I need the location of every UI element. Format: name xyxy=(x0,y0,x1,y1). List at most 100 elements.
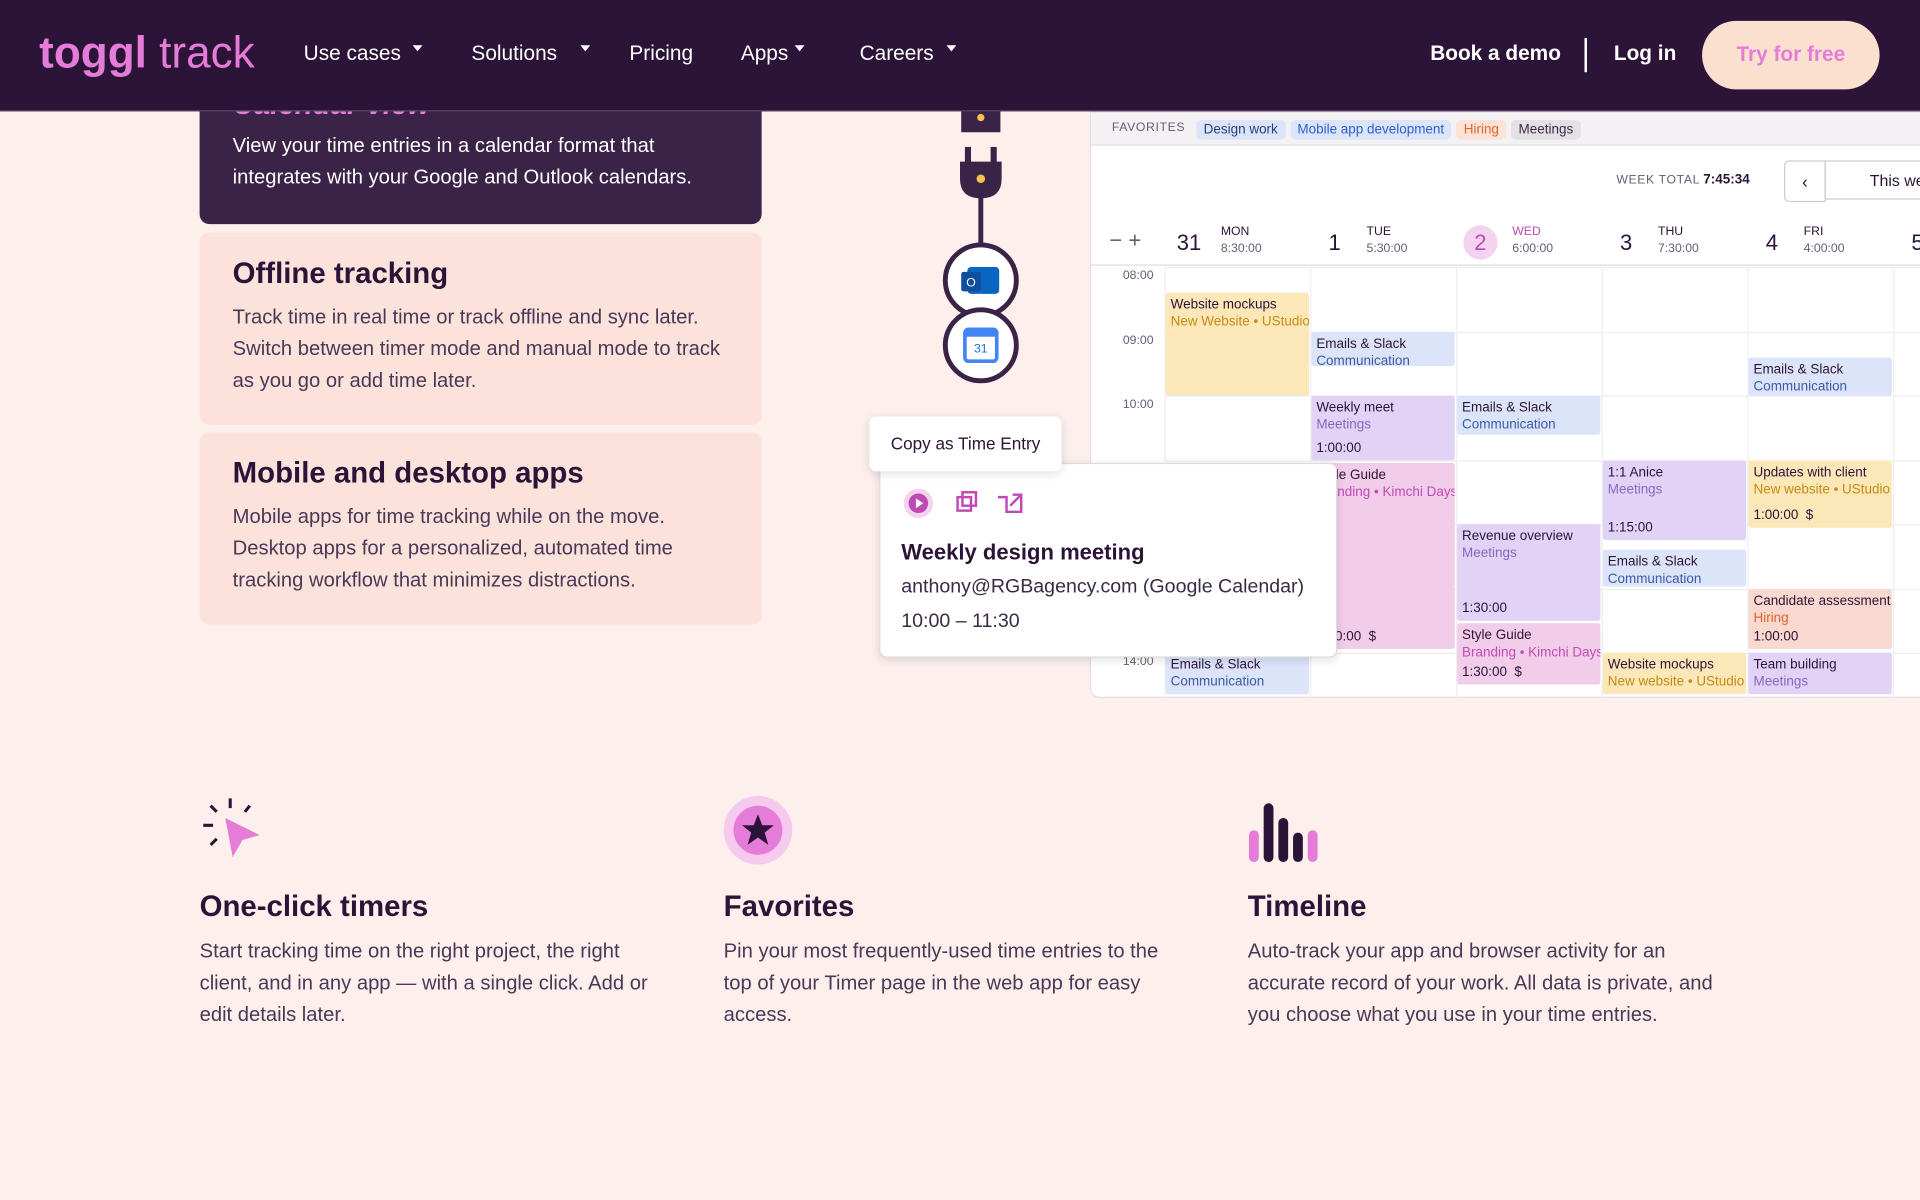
nav-link[interactable]: Apps xyxy=(740,41,789,65)
nav-link[interactable]: Solutions xyxy=(471,41,558,65)
highlight-title: Favorites xyxy=(723,890,855,924)
favorite-chip[interactable]: Design work xyxy=(1196,120,1286,140)
entry-project: Communication xyxy=(1170,674,1265,690)
time-entry[interactable]: Emails & Slack Communication xyxy=(1311,331,1455,367)
timeline-icon xyxy=(1248,803,1318,863)
day-number: 2 xyxy=(1463,225,1498,260)
entry-duration: 1:30:00 xyxy=(1462,600,1507,616)
favorites-icon xyxy=(723,795,793,865)
prev-week[interactable]: ‹ xyxy=(1784,160,1826,203)
login[interactable]: Log in xyxy=(1613,41,1677,65)
time-entry[interactable]: Emails & Slack Communication xyxy=(1748,356,1892,396)
time-entry[interactable]: Revenue overview Meetings 1:30:00 xyxy=(1457,524,1601,621)
week-button[interactable]: This week xyxy=(1824,160,1920,200)
time-entry[interactable]: Website mockups New Website • UStudio xyxy=(1165,292,1309,396)
billable-flag: $ xyxy=(1805,507,1814,523)
popup-time: 10:00 – 11:30 xyxy=(901,611,1020,632)
day-name: FRI xyxy=(1803,225,1824,239)
favorite-chip[interactable]: Meetings xyxy=(1511,120,1581,140)
highlight-text: Pin your most frequently-used time entri… xyxy=(723,940,1159,1027)
divider xyxy=(1584,37,1587,73)
feature-text: Track time in real time or track offline… xyxy=(232,306,721,392)
day-number: 31 xyxy=(1176,230,1202,255)
entry-title: Website mockups xyxy=(1607,657,1714,673)
hour-label: 09:00 xyxy=(1122,333,1154,348)
logo[interactable]: toggl track xyxy=(39,27,255,78)
feature-title: Offline tracking xyxy=(232,257,449,291)
entry-project: Hiring xyxy=(1753,610,1789,626)
popup-source: anthony@RGBagency.com (Google Calendar) xyxy=(901,576,1305,598)
favorites-label: FAVORITES xyxy=(1111,121,1186,135)
timer-icon xyxy=(203,798,260,858)
time-entry[interactable]: Style Guide Branding • Kimchi Days 1:30:00… xyxy=(1457,623,1601,685)
entry-title: Emails & Slack xyxy=(1607,554,1698,570)
entry-title: Revenue overview xyxy=(1462,528,1573,544)
entry-project: New Website • UStudio xyxy=(1170,314,1309,330)
feature-title: Mobile and desktop apps xyxy=(232,456,584,490)
dropdown-caret[interactable] xyxy=(946,45,957,56)
entry-duration: 1:00:00 xyxy=(1753,629,1799,645)
day-total: 5:30:00 xyxy=(1366,242,1408,256)
time-entry[interactable]: Website mockups New website • UStudio xyxy=(1602,652,1747,695)
nav-link[interactable]: Pricing xyxy=(629,41,694,65)
week-total-label: WEEK TOTAL xyxy=(1616,173,1701,188)
header-rule xyxy=(1091,264,1920,266)
time-entry[interactable]: Emails & Slack Communication xyxy=(1457,395,1601,435)
feature-card[interactable]: Offline tracking Track time in real time… xyxy=(199,232,762,425)
feature-card[interactable]: Mobile and desktop apps Mobile apps for … xyxy=(199,432,762,625)
entry-project: Communication xyxy=(1462,417,1556,433)
event-popup: Weekly design meeting anthony@RGBagency.… xyxy=(879,462,1338,658)
logo-word: toggl xyxy=(39,26,147,78)
time-entry[interactable]: 1:1 Anice Meetings 1:15:00 xyxy=(1602,459,1747,541)
day-rule xyxy=(1893,266,1895,697)
day-rule xyxy=(1455,266,1458,697)
day-number: 5 xyxy=(1900,225,1920,259)
entry-project: Meetings xyxy=(1462,546,1517,561)
zoom-controls[interactable]: − + xyxy=(1109,227,1142,253)
entry-project: Meetings xyxy=(1753,674,1809,690)
day-name: TUE xyxy=(1366,225,1392,239)
nav-bar: toggl track Use cases Solutions Pricing App… xyxy=(0,0,1920,112)
dropdown-caret[interactable] xyxy=(412,45,423,56)
cta-button[interactable]: Try for free xyxy=(1702,20,1880,90)
book-demo[interactable]: Book a demo xyxy=(1430,41,1561,65)
time-entry[interactable]: Emails & Slack Communication xyxy=(1165,652,1309,695)
popup-title: Weekly design meeting xyxy=(901,540,1145,565)
integrations-connector: O 31 xyxy=(942,107,1019,384)
day-total: 4:00:00 xyxy=(1803,242,1845,256)
hour-rule xyxy=(1164,331,1920,333)
entry-duration: 1:00:00 xyxy=(1753,507,1799,523)
entry-project: Communication xyxy=(1607,571,1702,587)
hour-label: 14:00 xyxy=(1122,655,1154,669)
entry-project: Communication xyxy=(1316,353,1410,367)
time-entry[interactable]: Team building Meetings xyxy=(1748,652,1892,695)
favorite-chip[interactable]: Mobile app development xyxy=(1290,120,1452,140)
day-name: THU xyxy=(1657,225,1684,239)
time-entry[interactable]: Candidate assessment Hiring 1:00:00 xyxy=(1748,588,1892,650)
time-entry[interactable]: Weekly meet Meetings 1:00:00 xyxy=(1311,395,1455,460)
entry-title: Candidate assessment xyxy=(1753,593,1891,608)
time-entry[interactable]: Updates with client New website • UStudio… xyxy=(1748,459,1892,528)
day-number: 1 xyxy=(1328,230,1341,255)
entry-title: Weekly meet xyxy=(1316,400,1394,416)
dropdown-caret[interactable] xyxy=(794,45,805,56)
svg-text:O: O xyxy=(966,276,976,290)
hour-label: 10:00 xyxy=(1122,397,1154,412)
nav-link[interactable]: Use cases xyxy=(303,41,401,65)
entry-title: Website mockups xyxy=(1170,297,1277,313)
hour-rule xyxy=(1164,266,1920,269)
day-total: 6:00:00 xyxy=(1512,242,1554,256)
hour-label: 08:00 xyxy=(1122,269,1154,283)
favorite-chip[interactable]: Hiring xyxy=(1456,120,1507,140)
nav-link[interactable]: Careers xyxy=(859,41,934,65)
entry-duration: 1:00:00 xyxy=(1316,440,1362,455)
day-name: MON xyxy=(1220,225,1250,239)
day-number: 3 xyxy=(1619,230,1633,255)
time-entry[interactable]: Emails & Slack Communication xyxy=(1602,549,1747,588)
entry-duration-row: 1:00:00 $ xyxy=(1753,506,1813,523)
entry-duration-row: 1:00:00 xyxy=(1316,439,1361,456)
popup-actions[interactable] xyxy=(902,487,1037,519)
dropdown-caret[interactable] xyxy=(580,45,591,56)
